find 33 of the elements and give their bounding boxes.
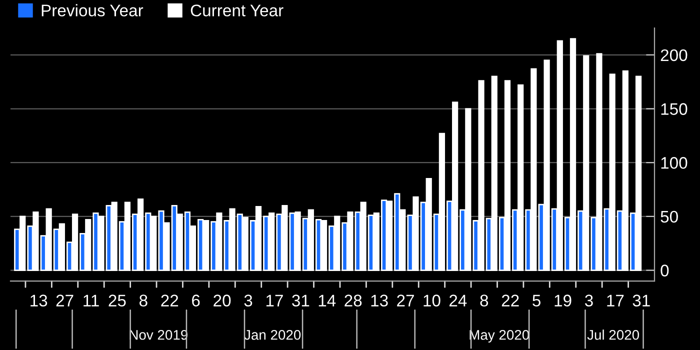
x-tick-label: 14: [318, 294, 336, 306]
x-tick-label: 5: [532, 294, 540, 306]
x-tick-label: 22: [502, 294, 519, 306]
x-tick-label: 17: [266, 294, 283, 306]
x-tick-label: 3: [244, 294, 252, 306]
y-tick-label: 150: [661, 103, 688, 115]
x-tick-label: 8: [140, 294, 148, 306]
x2-tick-label: Jan 2020: [244, 330, 301, 340]
x-tick-label: 31: [632, 294, 650, 306]
x-tick-label: 13: [371, 294, 388, 306]
x-tick-label: 27: [397, 294, 414, 306]
x-tick-label: 22: [161, 294, 178, 306]
x-tick-label: 27: [56, 294, 74, 306]
x-tick-label: 11: [84, 294, 99, 306]
x-tick-label: 20: [214, 294, 231, 306]
x-tick-label: 17: [607, 294, 624, 306]
y-tick-label: 200: [660, 49, 688, 62]
legend-label: Current Year: [190, 4, 284, 16]
x-tick-label: 3: [584, 294, 593, 306]
y-tick-label: 0: [660, 264, 669, 276]
x-tick-label: 28: [344, 294, 362, 306]
x-tick-label: 13: [30, 294, 48, 306]
x-tick-label: 6: [192, 294, 200, 306]
x-tick-label: 25: [108, 294, 126, 306]
x-tick-label: 10: [424, 294, 440, 306]
x-tick-label: 31: [292, 294, 310, 306]
legend-label: Previous Year: [42, 4, 144, 16]
x2-tick-label: Jul 2020: [587, 330, 640, 340]
x-tick-label: 19: [554, 294, 572, 306]
y-tick-label: 50: [660, 210, 678, 223]
x-tick-label: 24: [450, 294, 467, 306]
y-tick-label: 100: [661, 157, 688, 169]
x-tick-label: 8: [480, 294, 488, 306]
